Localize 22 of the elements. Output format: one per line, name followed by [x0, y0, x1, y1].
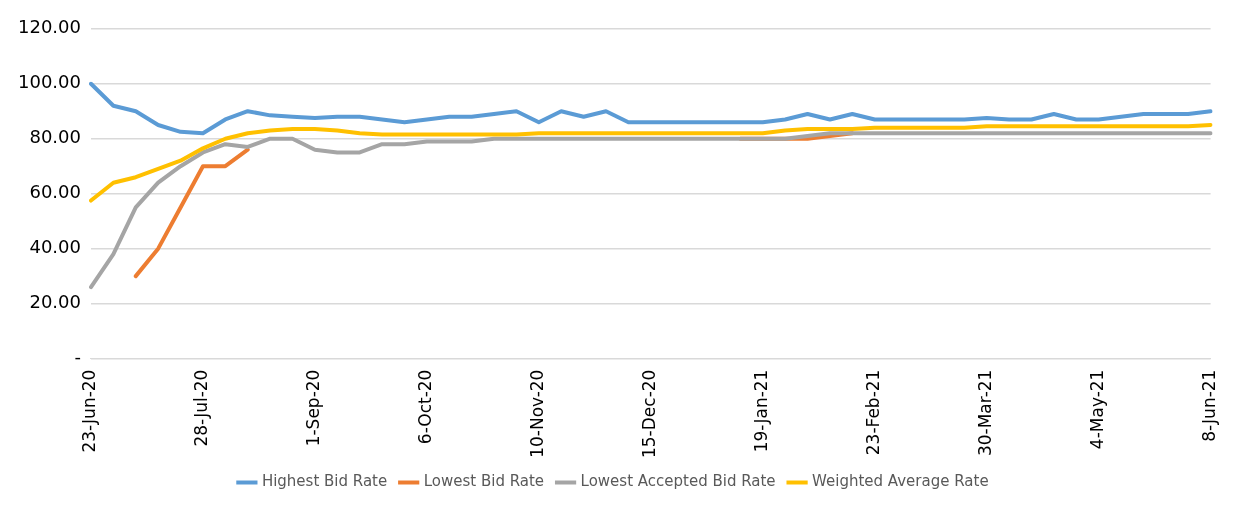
y-tick-label: 100.00	[18, 71, 81, 93]
x-tick-label: 28-Jul-20	[191, 369, 212, 447]
x-tick-label: 10-Nov-20	[527, 369, 548, 458]
legend-label: Lowest Accepted Bid Rate	[580, 472, 776, 491]
y-tick-label: 20.00	[29, 291, 81, 313]
x-tick-label: 30-Mar-21	[975, 369, 996, 457]
x-tick-label: 6-Oct-20	[415, 369, 436, 445]
y-tick-label: 40.00	[29, 236, 81, 258]
legend-label: Lowest Bid Rate	[423, 472, 545, 491]
x-tick-label: 8-Jun-21	[1199, 369, 1220, 442]
x-tick-label: 4-May-21	[1087, 369, 1108, 450]
x-tick-label: 23-Feb-21	[863, 369, 884, 456]
y-tick-label: 80.00	[29, 126, 81, 148]
x-tick-label: 15-Dec-20	[639, 369, 660, 459]
y-tick-label: -	[74, 346, 81, 368]
legend-label: Weighted Average Rate	[812, 472, 989, 491]
x-tick-label: 1-Sep-20	[303, 369, 324, 447]
x-tick-label: 23-Jun-20	[79, 369, 100, 453]
legend-label: Highest Bid Rate	[261, 472, 388, 491]
y-tick-label: 120.00	[18, 16, 81, 38]
x-tick-label: 19-Jan-21	[751, 369, 772, 453]
y-tick-label: 60.00	[29, 181, 81, 203]
